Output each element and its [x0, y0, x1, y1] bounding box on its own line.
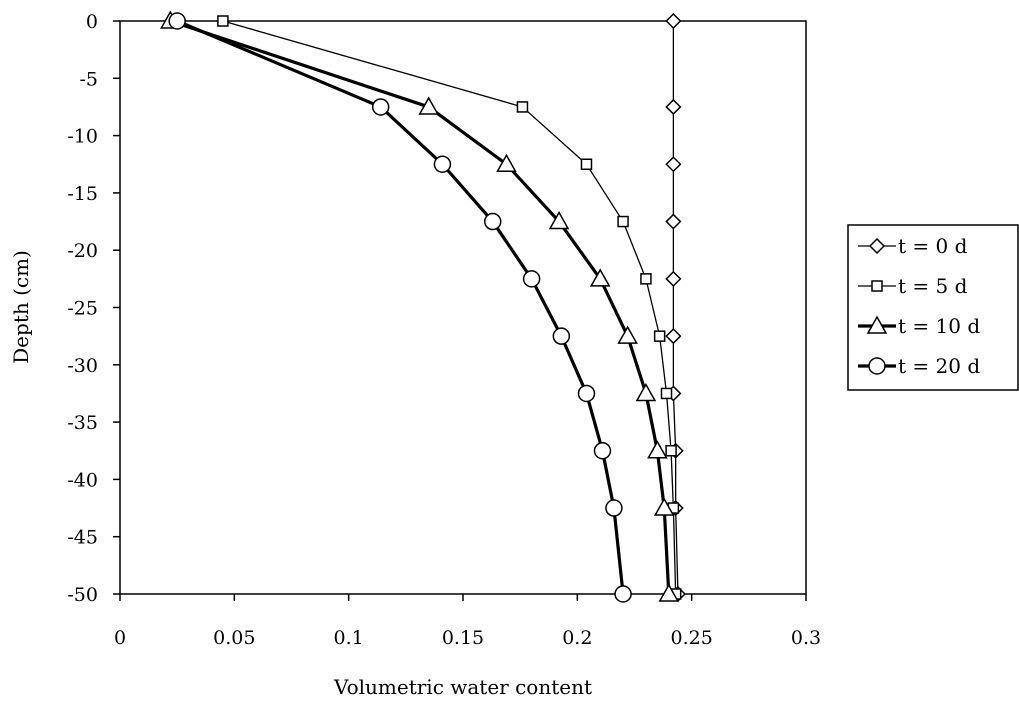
data-point-diamond	[665, 328, 682, 345]
series-line	[672, 21, 679, 595]
legend-item-t-0-d: t = 0 d	[858, 234, 968, 258]
y-tick-label: -40	[67, 469, 98, 491]
y-tick-label: 0	[86, 11, 98, 33]
data-point-triangle	[496, 153, 517, 172]
data-point-circle	[522, 270, 541, 288]
x-tick-label: 0.2	[562, 627, 592, 649]
series-line	[176, 19, 625, 595]
data-point-square	[516, 101, 529, 113]
y-axis-title: Depth (cm)	[9, 250, 33, 364]
data-point-circle	[483, 212, 502, 231]
data-point-triangle	[548, 211, 570, 230]
legend: t = 0 d t = 5 d t = 10 d t = 20 d	[847, 224, 1019, 391]
legend-marker-square	[871, 280, 883, 292]
y-tick-label: -25	[67, 298, 98, 320]
data-point-diamond	[665, 98, 682, 116]
y-axis-ticks: 0 -5 -10 -15 -20 -25 -30 -35 -40 -45 -50	[67, 11, 120, 606]
x-tick-label: 0.3	[791, 627, 821, 649]
y-tick-label: -50	[67, 584, 98, 606]
legend-marker-triangle	[866, 315, 888, 334]
x-tick-label: 0.1	[334, 627, 364, 649]
data-point-circle	[168, 12, 186, 30]
x-tick-label: 0.05	[213, 627, 255, 649]
data-point-circle	[577, 384, 596, 403]
data-point-triangle	[589, 268, 611, 287]
data-point-square	[660, 387, 673, 400]
data-point-circle	[552, 327, 571, 345]
x-tick-label: 0.25	[671, 627, 713, 649]
data-point-square	[580, 158, 593, 170]
legend-marker-diamond	[868, 237, 886, 255]
y-tick-label: -35	[67, 412, 98, 434]
data-point-square	[665, 445, 677, 457]
legend-label: t = 0 d	[898, 234, 968, 258]
legend-item-t-5-d: t = 5 d	[858, 274, 968, 298]
data-point-triangle	[658, 583, 680, 602]
legend-label: t = 20 d	[898, 354, 980, 378]
series-t-10-d	[160, 10, 680, 602]
series-t-20-d	[168, 12, 632, 603]
y-tick-label: -30	[67, 355, 98, 377]
y-tick-label: -15	[67, 183, 98, 205]
data-point-circle	[433, 155, 452, 173]
series-line	[222, 20, 677, 595]
legend-item-t-10-d: t = 10 d	[858, 314, 980, 338]
legend-label: t = 10 d	[898, 314, 980, 338]
y-tick-label: -5	[79, 68, 98, 90]
data-point-circle	[605, 499, 623, 517]
data-point-diamond	[665, 270, 682, 287]
data-point-circle	[614, 585, 632, 603]
x-tick-label: 0	[114, 627, 126, 649]
data-point-triangle	[653, 497, 675, 516]
y-tick-label: -10	[67, 126, 98, 148]
y-tick-label: -45	[67, 527, 98, 549]
data-point-diamond	[665, 12, 682, 30]
data-point-square	[617, 215, 629, 228]
legend-label: t = 5 d	[898, 274, 968, 298]
data-point-diamond	[665, 156, 682, 173]
plot-area-frame	[119, 20, 807, 595]
series-t-5-d	[217, 15, 682, 600]
series-line	[169, 19, 671, 595]
data-point-triangle	[418, 96, 439, 115]
data-point-square	[217, 15, 229, 27]
x-tick-label: 0.15	[442, 627, 484, 649]
x-axis-ticks: 0 0.05 0.1 0.15 0.2 0.25 0.3	[114, 594, 821, 649]
data-point-square	[653, 330, 666, 342]
legend-item-t-20-d: t = 20 d	[858, 354, 980, 378]
data-point-triangle	[617, 325, 638, 344]
data-point-circle	[371, 98, 390, 116]
data-point-diamond	[665, 213, 682, 230]
data-point-square	[640, 273, 652, 285]
data-point-circle	[593, 442, 612, 460]
data-point-triangle	[647, 440, 668, 459]
y-tick-label: -20	[67, 240, 98, 262]
legend-marker-circle	[868, 357, 886, 375]
series-layer	[160, 10, 687, 603]
data-point-triangle	[635, 382, 657, 402]
x-axis-title: Volumetric water content	[333, 675, 592, 699]
